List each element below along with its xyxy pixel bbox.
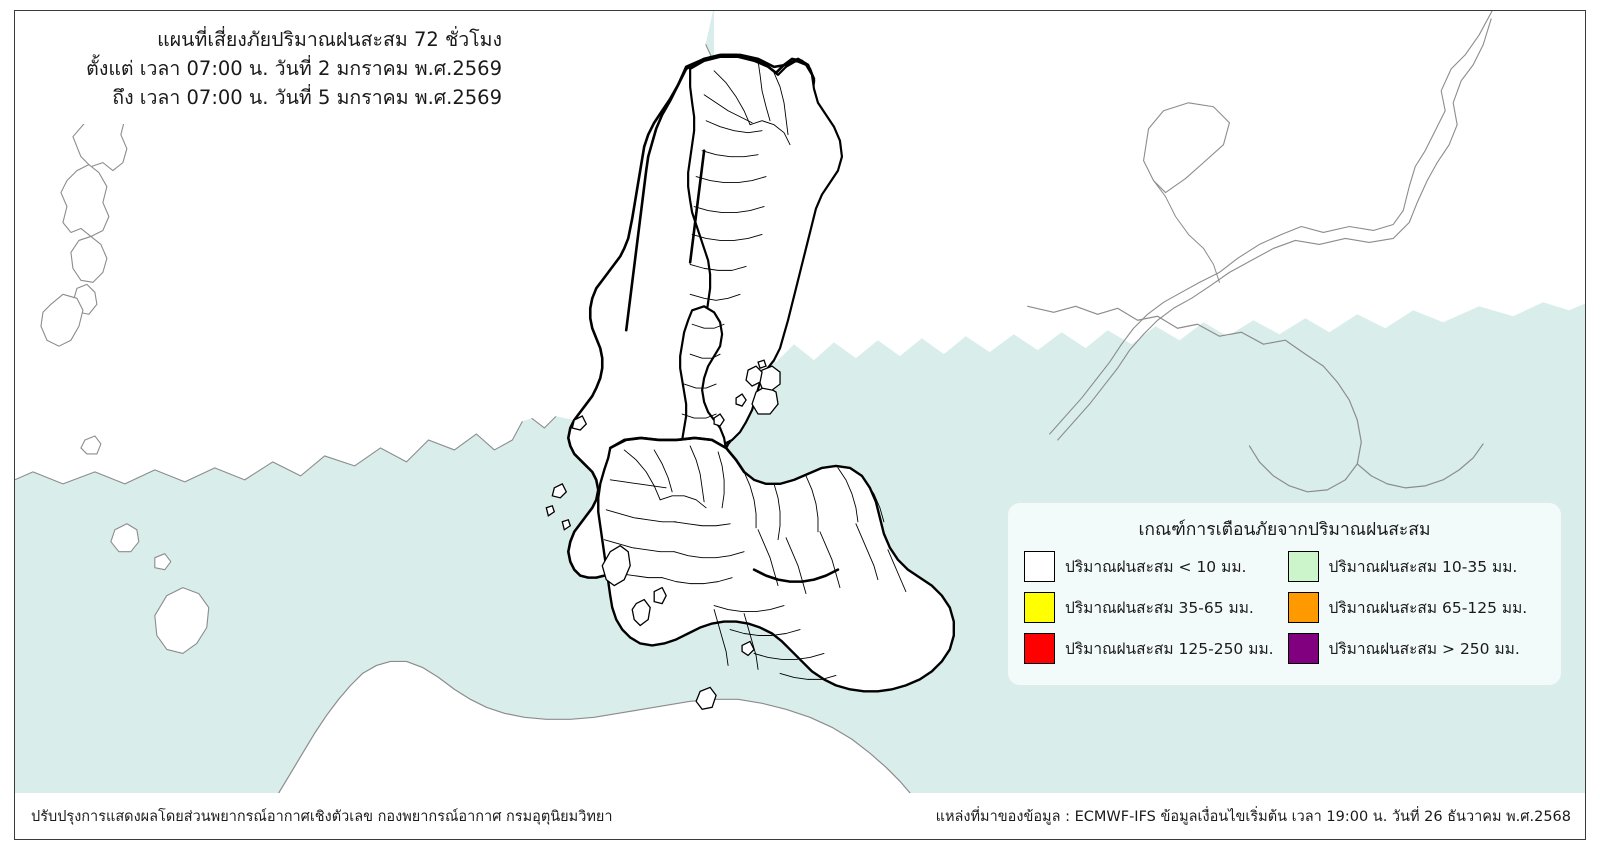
legend-label-125-250: ปริมาณฝนสะสม 125-250 มม. — [1065, 639, 1274, 658]
thailand-rainfall-map[interactable] — [15, 11, 1585, 839]
sea-island-b — [154, 553, 172, 571]
mekong-river-branch — [1057, 18, 1492, 441]
small-island-8 — [741, 640, 755, 657]
legend-label-lt10: ปริมาณฝนสะสม < 10 มม. — [1065, 557, 1247, 576]
legend-title: เกณฑ์การเตือนภัยจากปริมาณฝนสะสม — [1138, 520, 1431, 540]
tarutao-island — [695, 686, 717, 711]
legend-panel: เกณฑ์การเตือนภัยจากปริมาณฝนสะสม ปริมาณฝน… — [1008, 503, 1561, 685]
legend-label-10-35: ปริมาณฝนสะสม 10-35 มม. — [1328, 557, 1518, 576]
legend-swatch-125-250 — [1024, 633, 1055, 664]
small-island-7 — [757, 359, 767, 369]
map-frame: แผนที่เสี่ยงภัยปริมาณฝนสะสม 72 ชั่วโมง ต… — [14, 10, 1586, 840]
vietnam-south-coast — [1356, 443, 1484, 489]
province-boundaries — [603, 60, 907, 680]
legend-item-10-35[interactable]: ปริมาณฝนสะสม 10-35 มม. — [1287, 551, 1546, 582]
phuket-island — [601, 544, 631, 587]
map-title-box: แผนที่เสี่ยงภัยปริมาณฝนสะสม 72 ชั่วโมง ต… — [15, 11, 514, 124]
footer-right-source: แหล่งที่มาของข้อมูล : ECMWF-IFS ข้อมูลเง… — [935, 808, 1571, 825]
title-line-3: ถึง เวลา 07:00 น. วันที่ 5 มกราคม พ.ศ.25… — [112, 86, 502, 109]
south-region-thick — [608, 436, 746, 474]
deep-south-thick — [752, 568, 840, 583]
legend-item-125-250[interactable]: ปริมาณฝนสะสม 125-250 มม. — [1024, 633, 1282, 664]
legend-grid: ปริมาณฝนสะสม < 10 มม. ปริมาณฝนสะสม 10-35… — [1024, 551, 1545, 664]
great-nicobar-island — [154, 587, 210, 654]
indochina-landmass — [714, 11, 1585, 365]
legend-item-lt10[interactable]: ปริมาณฝนสะสม < 10 มม. — [1024, 551, 1282, 582]
title-line-2: ตั้งแต่ เวลา 07:00 น. วันที่ 2 มกราคม พ.… — [86, 57, 502, 80]
footer-left-credit: ปรับปรุงการแสดงผลโดยส่วนพยากรณ์อากาศเชิง… — [31, 808, 613, 825]
small-island-5 — [713, 413, 725, 427]
central-thailand-west — [687, 55, 844, 446]
koh-lanta — [631, 598, 651, 627]
small-island-6 — [735, 393, 747, 407]
southern-peninsula-body — [597, 436, 956, 693]
cambodia-coast — [1027, 305, 1362, 493]
legend-swatch-lt10 — [1024, 551, 1055, 582]
tonle-sap-outflow — [1153, 180, 1220, 283]
central-divider-thick — [688, 149, 706, 264]
thai-islands — [545, 359, 781, 711]
thailand-national-borders — [608, 53, 840, 583]
nicobar-island — [40, 293, 84, 347]
legend-swatch-35-65 — [1024, 592, 1055, 623]
legend-swatch-10-35 — [1287, 551, 1319, 582]
legend-item-gt250[interactable]: ปริมาณฝนสะสม > 250 มม. — [1287, 633, 1546, 664]
phi-phi-island — [653, 586, 667, 605]
legend-label-65-125: ปริมาณฝนสะสม 65-125 มม. — [1328, 598, 1528, 617]
title-line-1: แผนที่เสี่ยงภัยปริมาณฝนสะสม 72 ชั่วโมง — [157, 28, 502, 51]
legend-swatch-65-125 — [1287, 592, 1319, 623]
nicobar-small-island — [110, 523, 140, 553]
legend-item-35-65[interactable]: ปริมาณฝนสะสม 35-65 มม. — [1024, 592, 1282, 623]
small-island-1 — [571, 415, 588, 431]
southern-thailand — [597, 436, 956, 693]
tonle-sap-lake — [1143, 102, 1231, 194]
sea-island-a — [80, 435, 102, 455]
legend-label-gt250: ปริมาณฝนสะสม > 250 มม. — [1328, 639, 1520, 658]
footer-bar: ปรับปรุงการแสดงผลโดยส่วนพยากรณ์อากาศเชิง… — [15, 793, 1585, 839]
andaman-island-south — [70, 235, 108, 283]
map-canvas[interactable] — [15, 11, 1585, 839]
legend-label-35-65: ปริมาณฝนสะสม 35-65 มม. — [1065, 598, 1254, 617]
small-island-2 — [551, 482, 568, 499]
north-border-thick — [684, 53, 816, 81]
legend-item-65-125[interactable]: ปริมาณฝนสะสม 65-125 มม. — [1287, 592, 1546, 623]
legend-swatch-gt250 — [1287, 633, 1319, 664]
west-border-thick — [624, 67, 688, 332]
koh-chang — [745, 365, 763, 387]
small-island-4 — [561, 518, 572, 531]
mekong-river — [1049, 11, 1493, 435]
small-island-3 — [545, 504, 556, 517]
